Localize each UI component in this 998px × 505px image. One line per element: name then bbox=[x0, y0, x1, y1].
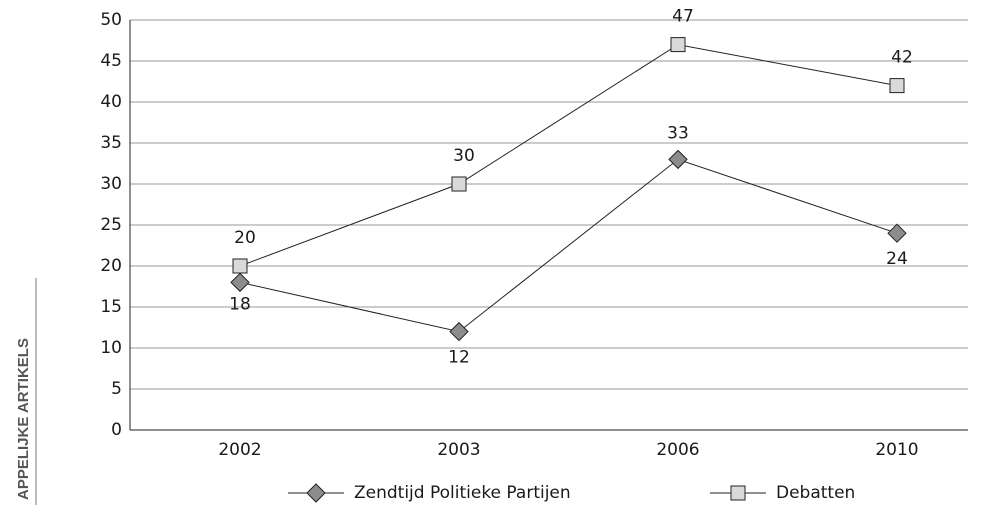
y-tick-label: 50 bbox=[100, 10, 122, 30]
legend-label: Zendtijd Politieke Partijen bbox=[354, 483, 571, 503]
data-point bbox=[668, 149, 688, 170]
legend-marker bbox=[306, 483, 326, 503]
data-label: 12 bbox=[448, 348, 470, 368]
data-label: 47 bbox=[672, 7, 694, 27]
series-line bbox=[239, 158, 898, 333]
y-tick-label: 25 bbox=[100, 215, 122, 235]
series-line bbox=[239, 44, 898, 267]
legend-marker bbox=[730, 485, 746, 501]
legend-label: Debatten bbox=[776, 483, 855, 503]
x-tick-label: 2010 bbox=[875, 440, 918, 460]
data-label: 33 bbox=[667, 123, 689, 143]
x-tick-label: 2002 bbox=[218, 440, 261, 460]
y-tick-label: 10 bbox=[100, 338, 122, 358]
y-tick-label: 30 bbox=[100, 174, 122, 194]
data-point bbox=[889, 78, 905, 94]
y-tick-label: 20 bbox=[100, 256, 122, 276]
y-tick-label: 0 bbox=[111, 420, 122, 440]
x-tick-label: 2006 bbox=[656, 440, 699, 460]
y-tick-label: 45 bbox=[100, 51, 122, 71]
y-tick-label: 35 bbox=[100, 133, 122, 153]
data-label: 20 bbox=[234, 228, 256, 248]
data-label: 30 bbox=[453, 146, 475, 166]
data-point bbox=[232, 258, 248, 274]
data-point bbox=[887, 223, 907, 243]
margin-text: APPELIJKE ARTIKELS bbox=[15, 338, 32, 500]
x-tick-label: 2003 bbox=[437, 440, 480, 460]
data-label: 24 bbox=[886, 249, 908, 269]
data-point bbox=[451, 176, 467, 192]
data-label: 42 bbox=[891, 48, 913, 68]
y-tick-label: 40 bbox=[100, 92, 122, 112]
y-tick-label: 15 bbox=[100, 297, 122, 317]
data-point bbox=[230, 272, 250, 293]
data-point bbox=[670, 37, 686, 53]
y-tick-label: 5 bbox=[111, 379, 122, 399]
data-point bbox=[449, 321, 469, 342]
data-label: 18 bbox=[229, 294, 251, 314]
